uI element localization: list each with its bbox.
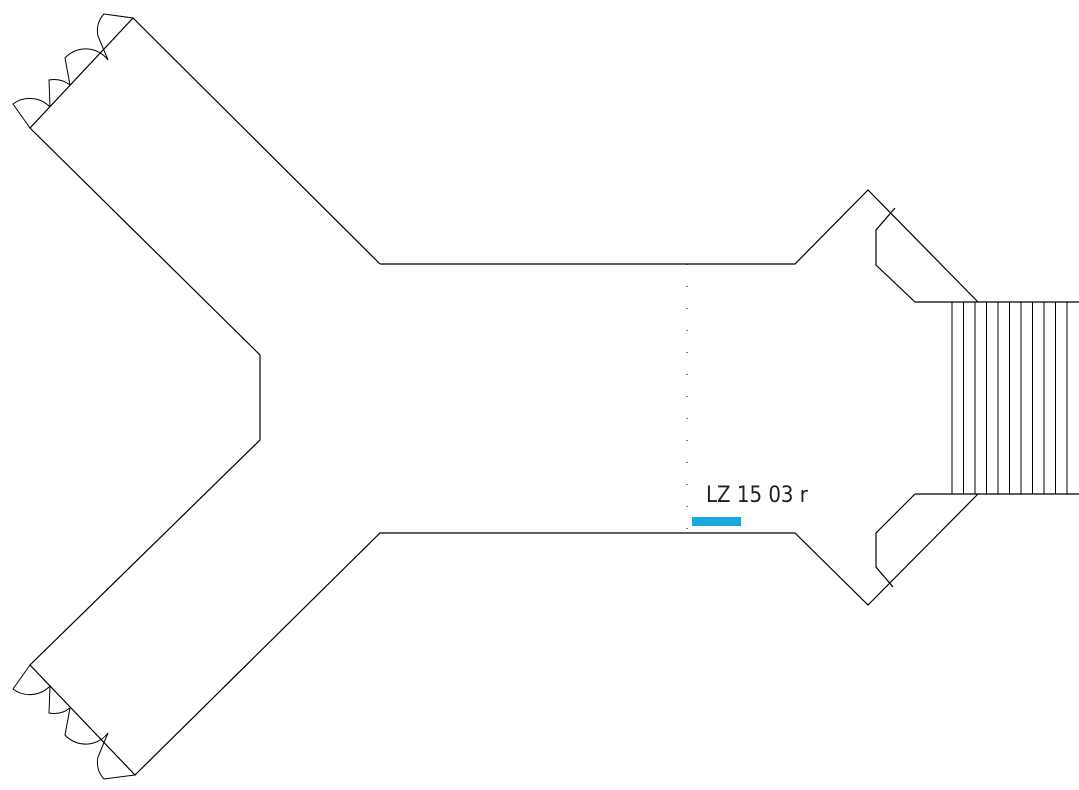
room-label: LZ 15 03 r bbox=[706, 483, 809, 508]
room-marker bbox=[692, 517, 741, 526]
walls bbox=[29, 17, 1079, 776]
stairs bbox=[951, 302, 1068, 494]
doors bbox=[12, 13, 136, 780]
